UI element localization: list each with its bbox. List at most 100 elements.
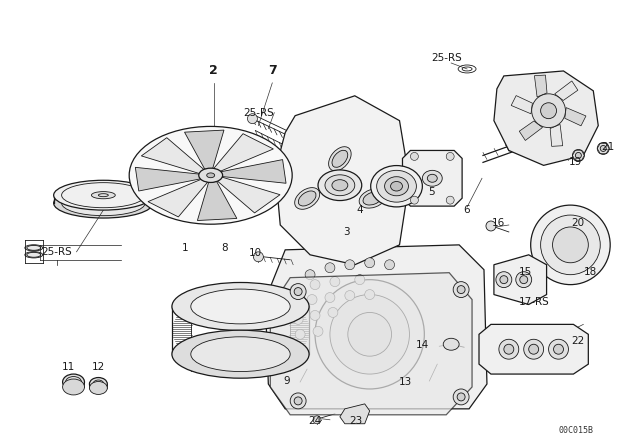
Polygon shape — [214, 134, 273, 171]
Polygon shape — [275, 96, 410, 265]
Circle shape — [365, 258, 374, 268]
Ellipse shape — [332, 180, 348, 191]
Circle shape — [541, 215, 600, 275]
Circle shape — [529, 344, 539, 354]
Ellipse shape — [377, 170, 417, 202]
Circle shape — [453, 389, 469, 405]
Text: 11: 11 — [62, 362, 75, 372]
Circle shape — [554, 344, 563, 354]
Text: 22: 22 — [572, 336, 585, 346]
Text: 00C015B: 00C015B — [559, 426, 594, 435]
Polygon shape — [564, 108, 586, 126]
Text: 15: 15 — [519, 267, 532, 277]
Circle shape — [600, 146, 606, 151]
Ellipse shape — [54, 188, 153, 218]
Text: 18: 18 — [583, 267, 596, 277]
Text: 25-RS: 25-RS — [41, 247, 72, 257]
Polygon shape — [184, 130, 224, 169]
Circle shape — [290, 284, 306, 300]
Text: 8: 8 — [221, 243, 228, 253]
Ellipse shape — [325, 175, 355, 196]
Ellipse shape — [172, 330, 309, 378]
Text: 14: 14 — [416, 340, 429, 350]
Polygon shape — [479, 324, 588, 374]
Circle shape — [290, 393, 306, 409]
Polygon shape — [494, 255, 547, 305]
Circle shape — [330, 294, 410, 374]
Circle shape — [457, 286, 465, 293]
Polygon shape — [218, 177, 280, 213]
Text: 16: 16 — [492, 218, 506, 228]
Text: 7: 7 — [268, 65, 276, 78]
Circle shape — [294, 288, 302, 296]
Circle shape — [313, 416, 321, 424]
Polygon shape — [135, 168, 200, 191]
Text: 23: 23 — [349, 416, 362, 426]
Circle shape — [504, 344, 514, 354]
Circle shape — [572, 150, 584, 161]
Circle shape — [293, 314, 303, 324]
Ellipse shape — [298, 191, 316, 206]
Text: 19: 19 — [568, 157, 582, 168]
Circle shape — [499, 339, 519, 359]
Circle shape — [330, 277, 340, 287]
Circle shape — [552, 227, 588, 263]
Circle shape — [294, 397, 302, 405]
Circle shape — [310, 310, 320, 320]
Circle shape — [310, 280, 320, 289]
Circle shape — [541, 103, 557, 119]
Polygon shape — [494, 71, 598, 165]
Text: 17-RS: 17-RS — [519, 297, 550, 306]
Text: 20: 20 — [572, 218, 584, 228]
Text: 25-RS: 25-RS — [243, 108, 274, 118]
Circle shape — [355, 275, 365, 284]
Circle shape — [516, 271, 532, 288]
Ellipse shape — [390, 181, 403, 191]
Ellipse shape — [422, 170, 442, 186]
Ellipse shape — [359, 189, 386, 208]
Circle shape — [446, 196, 454, 204]
Text: 3: 3 — [344, 227, 350, 237]
Ellipse shape — [63, 374, 84, 390]
Circle shape — [315, 280, 424, 389]
Circle shape — [410, 152, 419, 160]
Polygon shape — [403, 151, 462, 206]
Ellipse shape — [129, 126, 292, 224]
Circle shape — [453, 282, 469, 297]
Circle shape — [325, 293, 335, 302]
Text: 21: 21 — [601, 142, 614, 152]
Ellipse shape — [92, 199, 115, 207]
Polygon shape — [511, 95, 532, 114]
Ellipse shape — [294, 188, 319, 209]
Text: 25-RS: 25-RS — [431, 53, 461, 63]
Text: 12: 12 — [92, 362, 105, 372]
Text: 9: 9 — [284, 376, 290, 386]
Polygon shape — [141, 138, 204, 173]
Ellipse shape — [199, 168, 223, 182]
Ellipse shape — [428, 174, 437, 182]
Ellipse shape — [92, 192, 115, 199]
Polygon shape — [555, 81, 578, 100]
Circle shape — [410, 196, 419, 204]
Ellipse shape — [207, 173, 214, 178]
Circle shape — [305, 270, 315, 280]
Circle shape — [548, 339, 568, 359]
Polygon shape — [534, 75, 547, 97]
Text: 2: 2 — [209, 65, 218, 78]
Circle shape — [307, 294, 317, 305]
Circle shape — [486, 221, 496, 231]
Circle shape — [575, 152, 581, 159]
Polygon shape — [266, 245, 487, 409]
Ellipse shape — [90, 378, 108, 391]
Ellipse shape — [371, 166, 422, 207]
Text: 13: 13 — [399, 377, 412, 387]
Circle shape — [325, 263, 335, 273]
Ellipse shape — [444, 338, 459, 350]
Circle shape — [524, 339, 543, 359]
Text: 6: 6 — [463, 205, 469, 215]
Text: 24: 24 — [308, 416, 322, 426]
Polygon shape — [148, 179, 207, 217]
Polygon shape — [221, 159, 286, 183]
Polygon shape — [197, 181, 237, 220]
Ellipse shape — [191, 337, 290, 371]
